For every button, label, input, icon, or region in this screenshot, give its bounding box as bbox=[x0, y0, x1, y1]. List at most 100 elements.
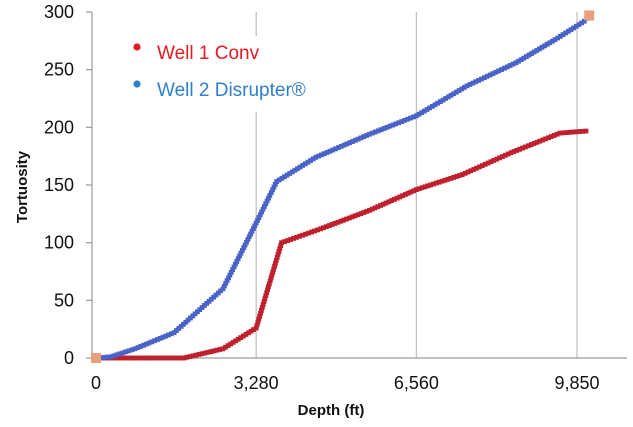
series-1-point bbox=[190, 353, 196, 359]
series-2-point bbox=[330, 147, 336, 153]
series-2-point bbox=[246, 234, 252, 240]
series-1-point bbox=[294, 234, 299, 240]
series-2-point bbox=[245, 237, 251, 242]
series-1-point bbox=[397, 194, 403, 200]
series-2-point bbox=[228, 269, 234, 275]
series-1-point bbox=[534, 139, 540, 145]
series-1-point bbox=[235, 336, 241, 342]
series-2-point bbox=[99, 355, 105, 360]
series-2-point bbox=[484, 73, 490, 79]
series-1-point bbox=[502, 152, 508, 158]
series-1-point bbox=[128, 355, 133, 361]
series-2-point bbox=[135, 345, 141, 351]
series-1-point bbox=[121, 355, 127, 361]
series-2-point bbox=[499, 67, 504, 72]
legend: Well 1 Conv Well 2 Disrupter® bbox=[120, 36, 370, 112]
series-1-point bbox=[220, 346, 226, 352]
x-tick-label-2: 6,560 bbox=[394, 373, 439, 393]
series-2-point bbox=[234, 259, 240, 264]
series-2-point bbox=[117, 351, 123, 357]
series-2-point bbox=[408, 115, 413, 121]
series-1-point bbox=[358, 211, 364, 217]
series-2-point bbox=[168, 331, 174, 337]
series-1-point bbox=[118, 355, 124, 361]
series-2-point bbox=[493, 69, 499, 75]
series-2-point bbox=[289, 169, 295, 175]
series-1-point bbox=[434, 180, 439, 186]
series-1-point bbox=[199, 351, 205, 357]
series-1-point bbox=[265, 287, 270, 293]
series-2-point bbox=[459, 86, 465, 92]
series-1-point bbox=[259, 305, 265, 310]
series-1-point bbox=[551, 133, 557, 138]
series-1-point bbox=[391, 196, 397, 202]
series-2-point bbox=[252, 223, 258, 229]
series-2-point bbox=[321, 151, 327, 157]
series-2-point bbox=[105, 354, 111, 360]
series-1-point bbox=[276, 249, 282, 254]
series-2-point bbox=[123, 349, 129, 355]
series-2-point bbox=[443, 96, 449, 101]
series-2-point bbox=[476, 77, 482, 83]
series-1-point bbox=[267, 278, 273, 284]
series-1-point bbox=[193, 352, 199, 358]
y-tick-label-6: 300 bbox=[44, 2, 74, 22]
series-1-point bbox=[517, 146, 523, 152]
series-2-point bbox=[361, 134, 367, 140]
series-1-point bbox=[546, 135, 551, 141]
series-1-point bbox=[448, 175, 454, 181]
series-2-point bbox=[316, 153, 321, 159]
series-1-point bbox=[124, 355, 130, 361]
series-1-point bbox=[159, 355, 165, 361]
series-1-point bbox=[468, 168, 474, 174]
series-2-point bbox=[237, 253, 242, 259]
series-2-point bbox=[282, 174, 287, 180]
series-1-point bbox=[525, 143, 531, 149]
series-2-point bbox=[157, 335, 163, 341]
x-tick-labels: 0 3,280 6,560 9,850 bbox=[91, 373, 600, 393]
series-2-point bbox=[413, 113, 419, 119]
series-2-point bbox=[504, 64, 510, 70]
series-1-point bbox=[338, 218, 344, 224]
series-1-point bbox=[275, 252, 281, 257]
series-1-point bbox=[335, 219, 341, 225]
series-2-point bbox=[456, 88, 462, 93]
series-1-point bbox=[400, 193, 405, 199]
series-2-point bbox=[111, 353, 117, 359]
series-1-point bbox=[543, 136, 548, 142]
series-2-point bbox=[248, 231, 254, 237]
series-1-point bbox=[162, 355, 168, 361]
series-1-point bbox=[153, 355, 159, 361]
series-1-point bbox=[465, 169, 471, 175]
series-2-point bbox=[448, 92, 454, 98]
series-2-point bbox=[132, 346, 138, 352]
y-tick-label-5: 250 bbox=[44, 60, 74, 80]
series-1-point bbox=[456, 173, 462, 178]
series-2-point bbox=[287, 171, 293, 176]
series-1-point bbox=[413, 187, 419, 193]
series-1-point bbox=[442, 177, 448, 183]
series-1-point bbox=[394, 195, 400, 201]
series-2-point bbox=[126, 348, 132, 354]
series-1-point bbox=[282, 239, 287, 245]
series-1-point bbox=[238, 335, 244, 340]
series-1-point bbox=[306, 230, 312, 236]
series-2-point bbox=[364, 133, 370, 138]
series-2-point bbox=[244, 239, 249, 245]
series-1-point bbox=[297, 233, 302, 239]
series-1-point bbox=[462, 170, 468, 176]
series-2-point bbox=[393, 121, 399, 127]
series-1-point bbox=[477, 164, 482, 170]
series-1-point bbox=[364, 209, 369, 214]
series-1-point bbox=[428, 182, 434, 188]
y-tick-label-2: 100 bbox=[44, 233, 74, 253]
legend-label-well-2: Well 2 Disrupter® bbox=[157, 80, 306, 101]
y-tick-labels: 0 50 100 150 200 250 300 bbox=[44, 2, 74, 368]
series-2-point bbox=[523, 54, 529, 59]
series-1-point bbox=[273, 260, 278, 266]
series-1-point bbox=[459, 172, 465, 178]
series-2-point bbox=[411, 114, 416, 120]
series-2-point bbox=[536, 46, 542, 52]
series-1-point bbox=[367, 207, 372, 213]
series-1-point bbox=[326, 223, 332, 228]
